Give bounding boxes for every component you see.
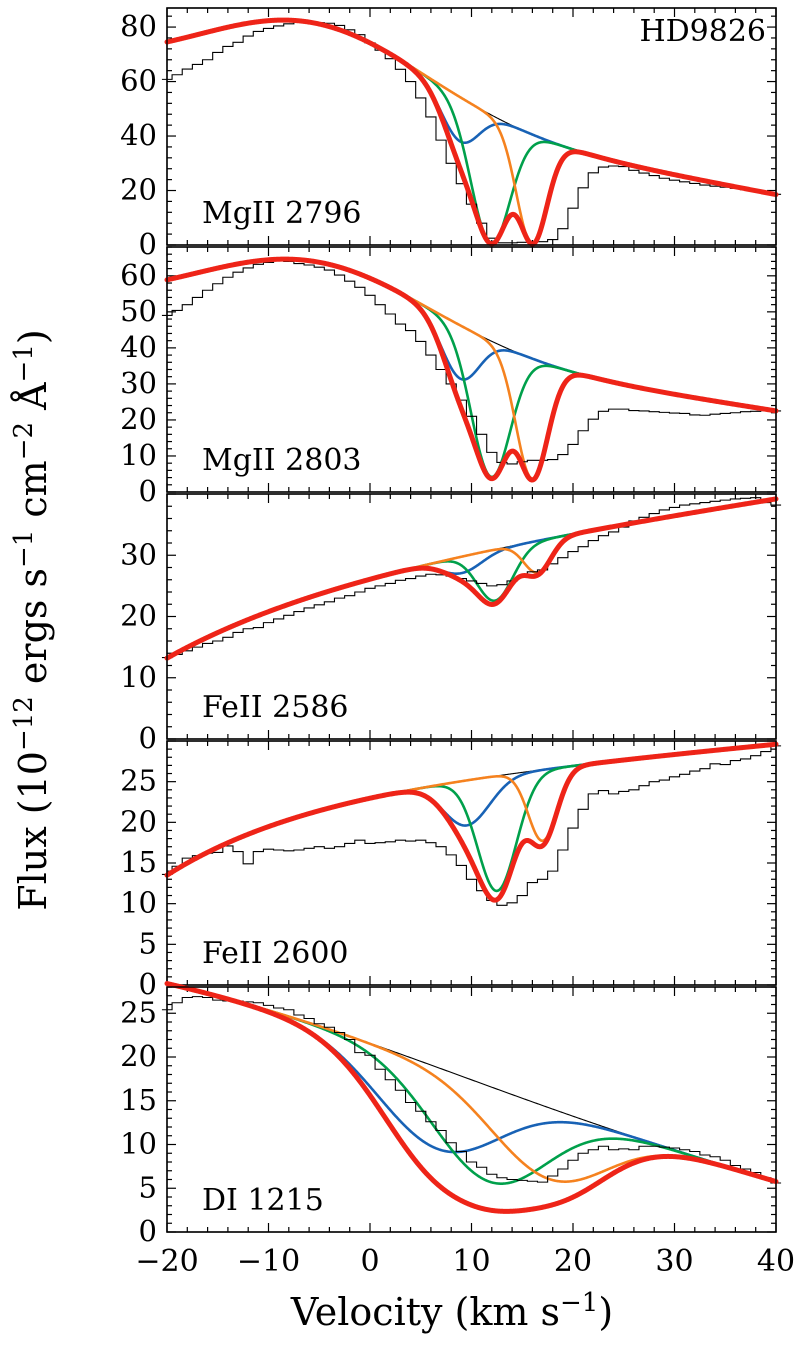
y-tick-label: 25 xyxy=(120,995,157,1029)
continuum-curve xyxy=(166,982,777,1183)
y-tick-label: 0 xyxy=(139,227,157,261)
panel-title-5: DI 1215 xyxy=(202,1183,324,1218)
y-tick-label: 15 xyxy=(120,845,157,879)
y-tick-label: 10 xyxy=(120,438,157,472)
panel-title-3: FeII 2586 xyxy=(202,690,349,725)
y-tick-label: 20 xyxy=(120,599,157,633)
x-tick-label: 20 xyxy=(554,1244,592,1279)
y-tick-label: 30 xyxy=(120,366,157,400)
component-curve-orange xyxy=(165,497,778,660)
y-tick-label: 20 xyxy=(120,173,157,207)
y-tick-label: 25 xyxy=(120,764,157,798)
component-curve-blue xyxy=(165,257,778,413)
panel-1: 0 20 40 60 80 MgII 2796 HD9826 xyxy=(120,7,782,261)
y-tick-label: 10 xyxy=(120,1127,157,1161)
x-tick-label: 30 xyxy=(655,1244,693,1279)
component-curve-green xyxy=(165,982,778,1185)
component-curve-blue xyxy=(165,742,778,877)
x-axis-title: Velocity (km s−1) xyxy=(290,1288,613,1334)
component-curve-green xyxy=(165,742,778,893)
y-tick-label: 0 xyxy=(139,474,157,508)
y-tick-label: 40 xyxy=(120,118,157,152)
y-tick-label: 30 xyxy=(120,537,157,571)
x-tick-label: 10 xyxy=(452,1244,490,1279)
x-tick-label: −20 xyxy=(135,1244,198,1279)
y-tick-label: 80 xyxy=(120,9,157,43)
y-tick-label: 50 xyxy=(120,294,157,328)
y-tick-label: 10 xyxy=(120,660,157,694)
y-tick-label: 5 xyxy=(139,926,157,960)
y-tick-label: 5 xyxy=(139,1170,157,1204)
svg-text:Flux (10−12 ergs s−1 cm−2 Å−1): Flux (10−12 ergs s−1 cm−2 Å−1) xyxy=(9,329,55,910)
total-fit-curve xyxy=(164,17,779,247)
component-curve-orange xyxy=(165,742,778,877)
panel-frame-overlay xyxy=(166,986,777,1233)
x-tick-label: −10 xyxy=(237,1244,300,1279)
y-tick-label: 60 xyxy=(120,258,157,292)
panel-title-4: FeII 2600 xyxy=(202,936,349,971)
y-tick-label: 0 xyxy=(139,1214,157,1248)
panel-frame-overlay xyxy=(166,7,777,246)
y-tick-label: 0 xyxy=(139,721,157,755)
target-name-annotation: HD9826 xyxy=(639,14,766,49)
total-fit-curve xyxy=(164,741,779,903)
panel-title-2: MgII 2803 xyxy=(202,443,362,478)
y-tick-label: 15 xyxy=(120,1083,157,1117)
panel-frame-overlay xyxy=(166,493,777,740)
observed-spectrum xyxy=(161,745,782,906)
y-axis-title: Flux (10−12 ergs s−1 cm−2 Å−1) xyxy=(9,329,55,910)
total-fit-curve xyxy=(164,981,779,1214)
panel-frame-overlay xyxy=(166,246,777,493)
y-tick-label: 10 xyxy=(120,886,157,920)
component-curve-blue xyxy=(165,982,778,1183)
continuum-curve xyxy=(166,743,777,876)
y-tick-label: 20 xyxy=(120,402,157,436)
continuum-curve xyxy=(166,498,777,659)
component-curve-blue xyxy=(165,497,778,660)
observed-spectrum xyxy=(161,996,782,1184)
total-fit-curve xyxy=(164,496,779,661)
x-tick-label: 0 xyxy=(360,1244,379,1279)
x-axis: −20 −10 0 10 20 30 40 Velocity (km s−1) xyxy=(135,1244,795,1334)
panel-frame-overlay xyxy=(166,740,777,986)
panel-5: 0 5 10 15 20 25 DI 1215 xyxy=(120,981,782,1248)
panel-title-1: MgII 2796 xyxy=(202,196,362,231)
panel-3: 0 10 20 30 FeII 2586 xyxy=(120,493,782,755)
y-tick-label: 20 xyxy=(120,1039,157,1073)
x-tick-label: 40 xyxy=(757,1244,795,1279)
y-tick-label: 60 xyxy=(120,64,157,98)
total-fit-curve xyxy=(164,256,779,483)
continuum-curve xyxy=(166,258,777,412)
y-tick-label: 40 xyxy=(120,330,157,364)
y-tick-label: 20 xyxy=(120,804,157,838)
y-tick-label: 0 xyxy=(139,967,157,1001)
panel-4: 0 5 10 15 20 25 FeII 2600 xyxy=(120,740,782,1001)
component-curve-green xyxy=(165,497,778,660)
observed-spectrum xyxy=(161,497,782,659)
component-curve-orange xyxy=(165,982,778,1183)
